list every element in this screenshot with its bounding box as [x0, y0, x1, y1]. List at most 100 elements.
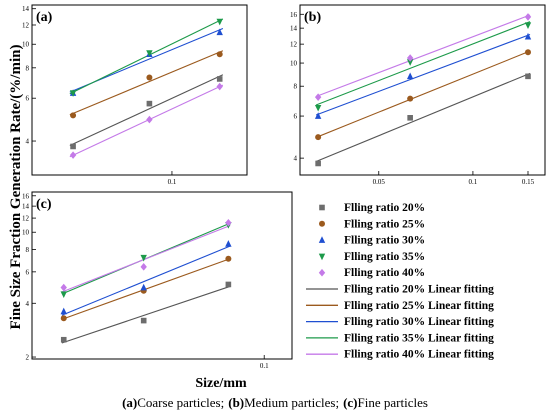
legend-label: Flling ratio 25% [344, 218, 425, 230]
x-tick-label: 0.1 [260, 362, 269, 370]
data-point [216, 18, 223, 26]
y-tick-label: 16 [22, 192, 30, 200]
legend-marker [319, 220, 325, 227]
y-tick-label: 4 [26, 300, 30, 308]
data-point [225, 218, 232, 227]
fit-line [315, 21, 531, 106]
panel-label: (c) [36, 197, 52, 212]
fit-line [69, 74, 224, 146]
legend-label: Flling ratio 35% [344, 251, 425, 263]
x-tick-label: 0.15 [522, 178, 535, 186]
data-point [140, 283, 147, 291]
data-point [406, 72, 414, 80]
legend-label: Flling ratio 30% [344, 235, 425, 247]
y-tick-label: 14 [22, 5, 30, 13]
data-point [315, 134, 322, 141]
fit-line [61, 224, 231, 293]
caption-a-text: Coarse particles; [137, 395, 224, 410]
data-point [146, 115, 153, 124]
y-tick-label: 6 [26, 268, 30, 276]
panel-c: 2 4 6 8 10 12 14 16 0.1 (c) [22, 191, 293, 370]
data-point [524, 22, 532, 30]
data-point [406, 59, 414, 66]
data-point [314, 104, 322, 112]
caption-a-tag: (a) [122, 395, 137, 410]
y-tick-label: 6 [294, 113, 298, 121]
legend-label: Flling ratio 20% [344, 202, 425, 214]
caption-b-text: Medium particles; [244, 395, 339, 410]
x-tick-label: 0.1 [168, 178, 177, 186]
caption-b-tag: (b) [228, 395, 244, 410]
figure-caption: (a)Coarse particles; (b)Medium particles;… [122, 395, 428, 410]
panel-a: 4 6 8 10 12 14 0.1 (a) [22, 4, 248, 186]
y-tick-label: 8 [294, 83, 298, 91]
y-tick-label: 2 [26, 354, 30, 362]
data-point [69, 90, 77, 97]
data-point [225, 281, 232, 288]
fit-line [315, 50, 531, 138]
y-tick-label: 4 [26, 138, 30, 146]
legend-marker [318, 236, 326, 243]
data-point [314, 112, 322, 119]
y-tick-label: 4 [294, 155, 298, 163]
y-tick-label: 8 [26, 64, 30, 72]
data-point [146, 50, 153, 57]
y-tick-label: 10 [290, 60, 298, 68]
legend-marker [318, 268, 326, 277]
x-axis-label: Size/mm [195, 376, 247, 391]
panel-label: (a) [36, 10, 53, 25]
data-point [225, 240, 232, 247]
data-point [60, 307, 67, 315]
plot-frame [31, 191, 293, 360]
data-point [216, 76, 223, 82]
fit-line [69, 84, 224, 158]
data-point [70, 143, 76, 150]
y-tick-label: 16 [290, 11, 298, 19]
fit-line [69, 18, 224, 95]
data-point [407, 95, 414, 102]
plot-frame [299, 4, 546, 176]
plot-frame [31, 4, 248, 176]
data-point [525, 73, 531, 80]
y-tick-label: 12 [290, 41, 298, 49]
y-axis-label: Fine Size Fraction Generation Rate/(%/mi… [8, 45, 24, 330]
data-point [60, 291, 67, 298]
data-point [315, 160, 321, 167]
fit-line [315, 14, 531, 97]
panel-b: 4 6 8 10 12 14 16 0.05 0.1 0.15 (b) [290, 4, 546, 186]
data-point [406, 54, 414, 62]
data-point [524, 49, 531, 56]
data-point [69, 151, 77, 159]
y-tick-label: 12 [22, 215, 30, 223]
data-point [70, 112, 77, 119]
y-tick-label: 14 [22, 203, 30, 211]
data-point [140, 317, 147, 324]
fit-line [61, 245, 231, 316]
data-point [140, 254, 147, 262]
data-point [314, 93, 322, 101]
x-tick-label: 0.05 [373, 178, 386, 186]
caption-c-text: Fine particles [358, 395, 428, 410]
data-point [225, 255, 232, 262]
x-tick-label: 0.1 [469, 178, 478, 186]
y-tick-label: 10 [22, 229, 30, 237]
legend-label: Flling ratio 35% Linear fitting [344, 332, 494, 344]
fit-line [315, 72, 531, 163]
data-point [216, 51, 223, 58]
legend-label: Flling ratio 40% Linear fitting [344, 349, 494, 361]
legend-label: Flling ratio 40% [344, 267, 425, 279]
data-point [60, 336, 67, 343]
data-point [146, 74, 153, 81]
y-tick-label: 12 [22, 21, 30, 29]
data-point [407, 115, 413, 121]
data-point [60, 315, 67, 322]
data-point [216, 28, 223, 36]
data-point [524, 32, 532, 40]
y-tick-label: 8 [26, 246, 30, 254]
data-point [60, 283, 67, 292]
legend-marker [318, 253, 326, 261]
y-tick-label: 10 [22, 41, 30, 49]
caption-c-tag: (c) [343, 395, 357, 410]
legend-label: Flling ratio 30% Linear fitting [344, 316, 494, 328]
legend-label: Flling ratio 25% Linear fitting [344, 300, 494, 312]
